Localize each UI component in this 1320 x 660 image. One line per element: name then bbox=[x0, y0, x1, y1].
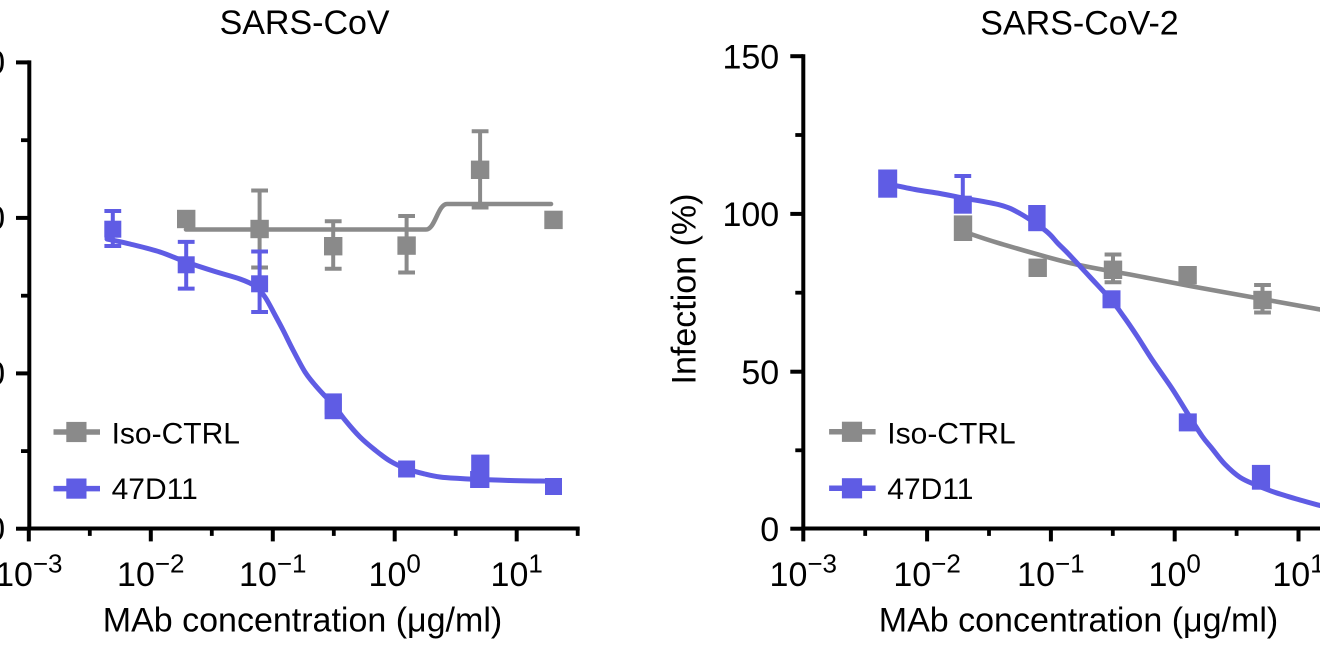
svg-text:47D11: 47D11 bbox=[112, 473, 198, 506]
svg-text:Infection (%): Infection (%) bbox=[666, 194, 704, 385]
svg-text:MAb concentration (μg/ml): MAb concentration (μg/ml) bbox=[103, 602, 502, 640]
svg-text:50: 50 bbox=[0, 355, 5, 393]
svg-text:150: 150 bbox=[722, 38, 779, 76]
svg-text:SARS-CoV: SARS-CoV bbox=[220, 4, 390, 42]
svg-text:MAb concentration (μg/ml): MAb concentration (μg/ml) bbox=[879, 602, 1278, 640]
svg-text:50: 50 bbox=[741, 354, 779, 392]
svg-text:10−2: 10−2 bbox=[893, 548, 960, 593]
svg-text:Iso-CTRL: Iso-CTRL bbox=[887, 418, 1015, 451]
svg-text:0: 0 bbox=[0, 511, 5, 549]
svg-text:0: 0 bbox=[760, 511, 779, 549]
svg-text:Iso-CTRL: Iso-CTRL bbox=[112, 418, 240, 451]
svg-text:SARS-CoV-2: SARS-CoV-2 bbox=[980, 4, 1178, 42]
svg-text:47D11: 47D11 bbox=[887, 473, 973, 506]
svg-text:100: 100 bbox=[369, 548, 421, 593]
svg-text:10−2: 10−2 bbox=[117, 548, 184, 593]
svg-text:100: 100 bbox=[1149, 548, 1201, 593]
svg-text:10−1: 10−1 bbox=[1017, 548, 1084, 593]
svg-text:100: 100 bbox=[722, 196, 779, 234]
svg-text:100: 100 bbox=[0, 200, 5, 238]
svg-text:150: 150 bbox=[0, 44, 5, 82]
